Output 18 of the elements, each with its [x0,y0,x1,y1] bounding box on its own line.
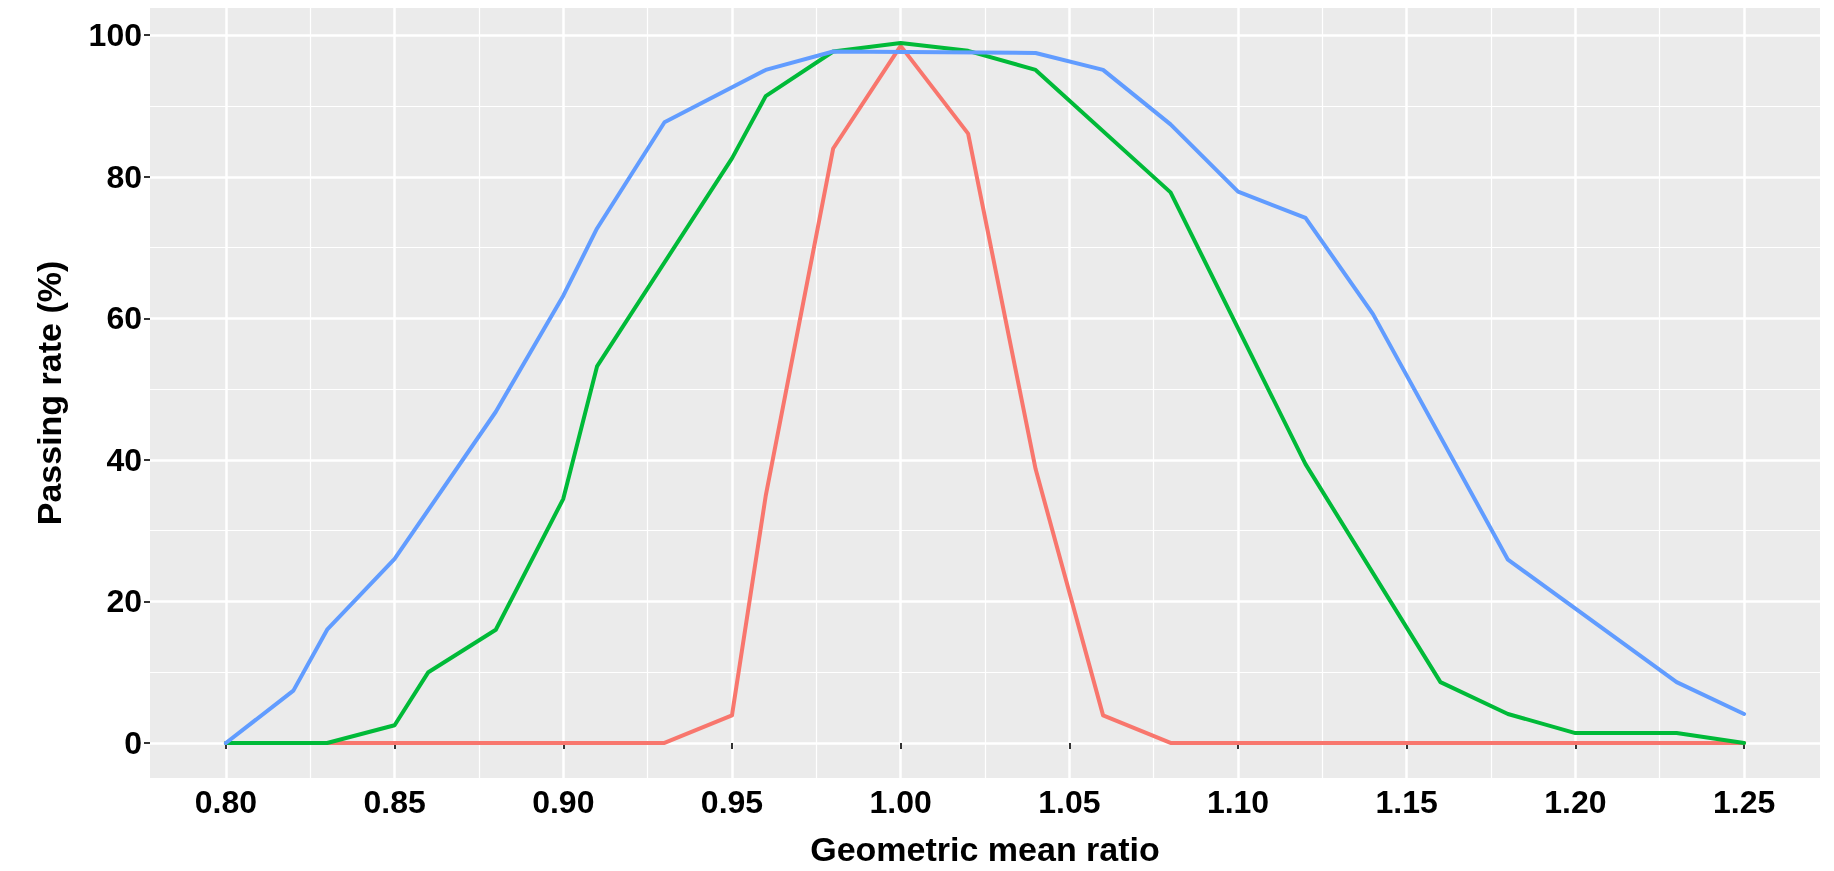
x-axis-title: Geometric mean ratio [810,830,1160,868]
y-tick-label: 60 [106,300,142,337]
y-tick-label: 80 [106,158,142,195]
x-tick-label: 0.95 [700,784,764,820]
y-tick-label: 20 [106,583,142,620]
x-tick-label: 1.20 [1544,784,1607,820]
x-tick-label: 1.00 [869,784,932,820]
y-tick-label: 0 [124,724,142,761]
x-tick-label: 0.85 [363,784,426,820]
x-tick-label: 1.05 [1038,784,1101,820]
y-axis-title: Passing rate (%) [30,260,68,526]
y-tick-label: 40 [106,441,142,478]
y-tick-label: 100 [88,17,142,54]
x-tick-label: 0.90 [532,784,595,820]
x-tick-label: 1.15 [1375,784,1438,820]
x-tick-label: 1.25 [1712,784,1776,820]
x-tick-label: 0.80 [194,784,258,820]
x-tick-label: 1.10 [1206,784,1270,820]
